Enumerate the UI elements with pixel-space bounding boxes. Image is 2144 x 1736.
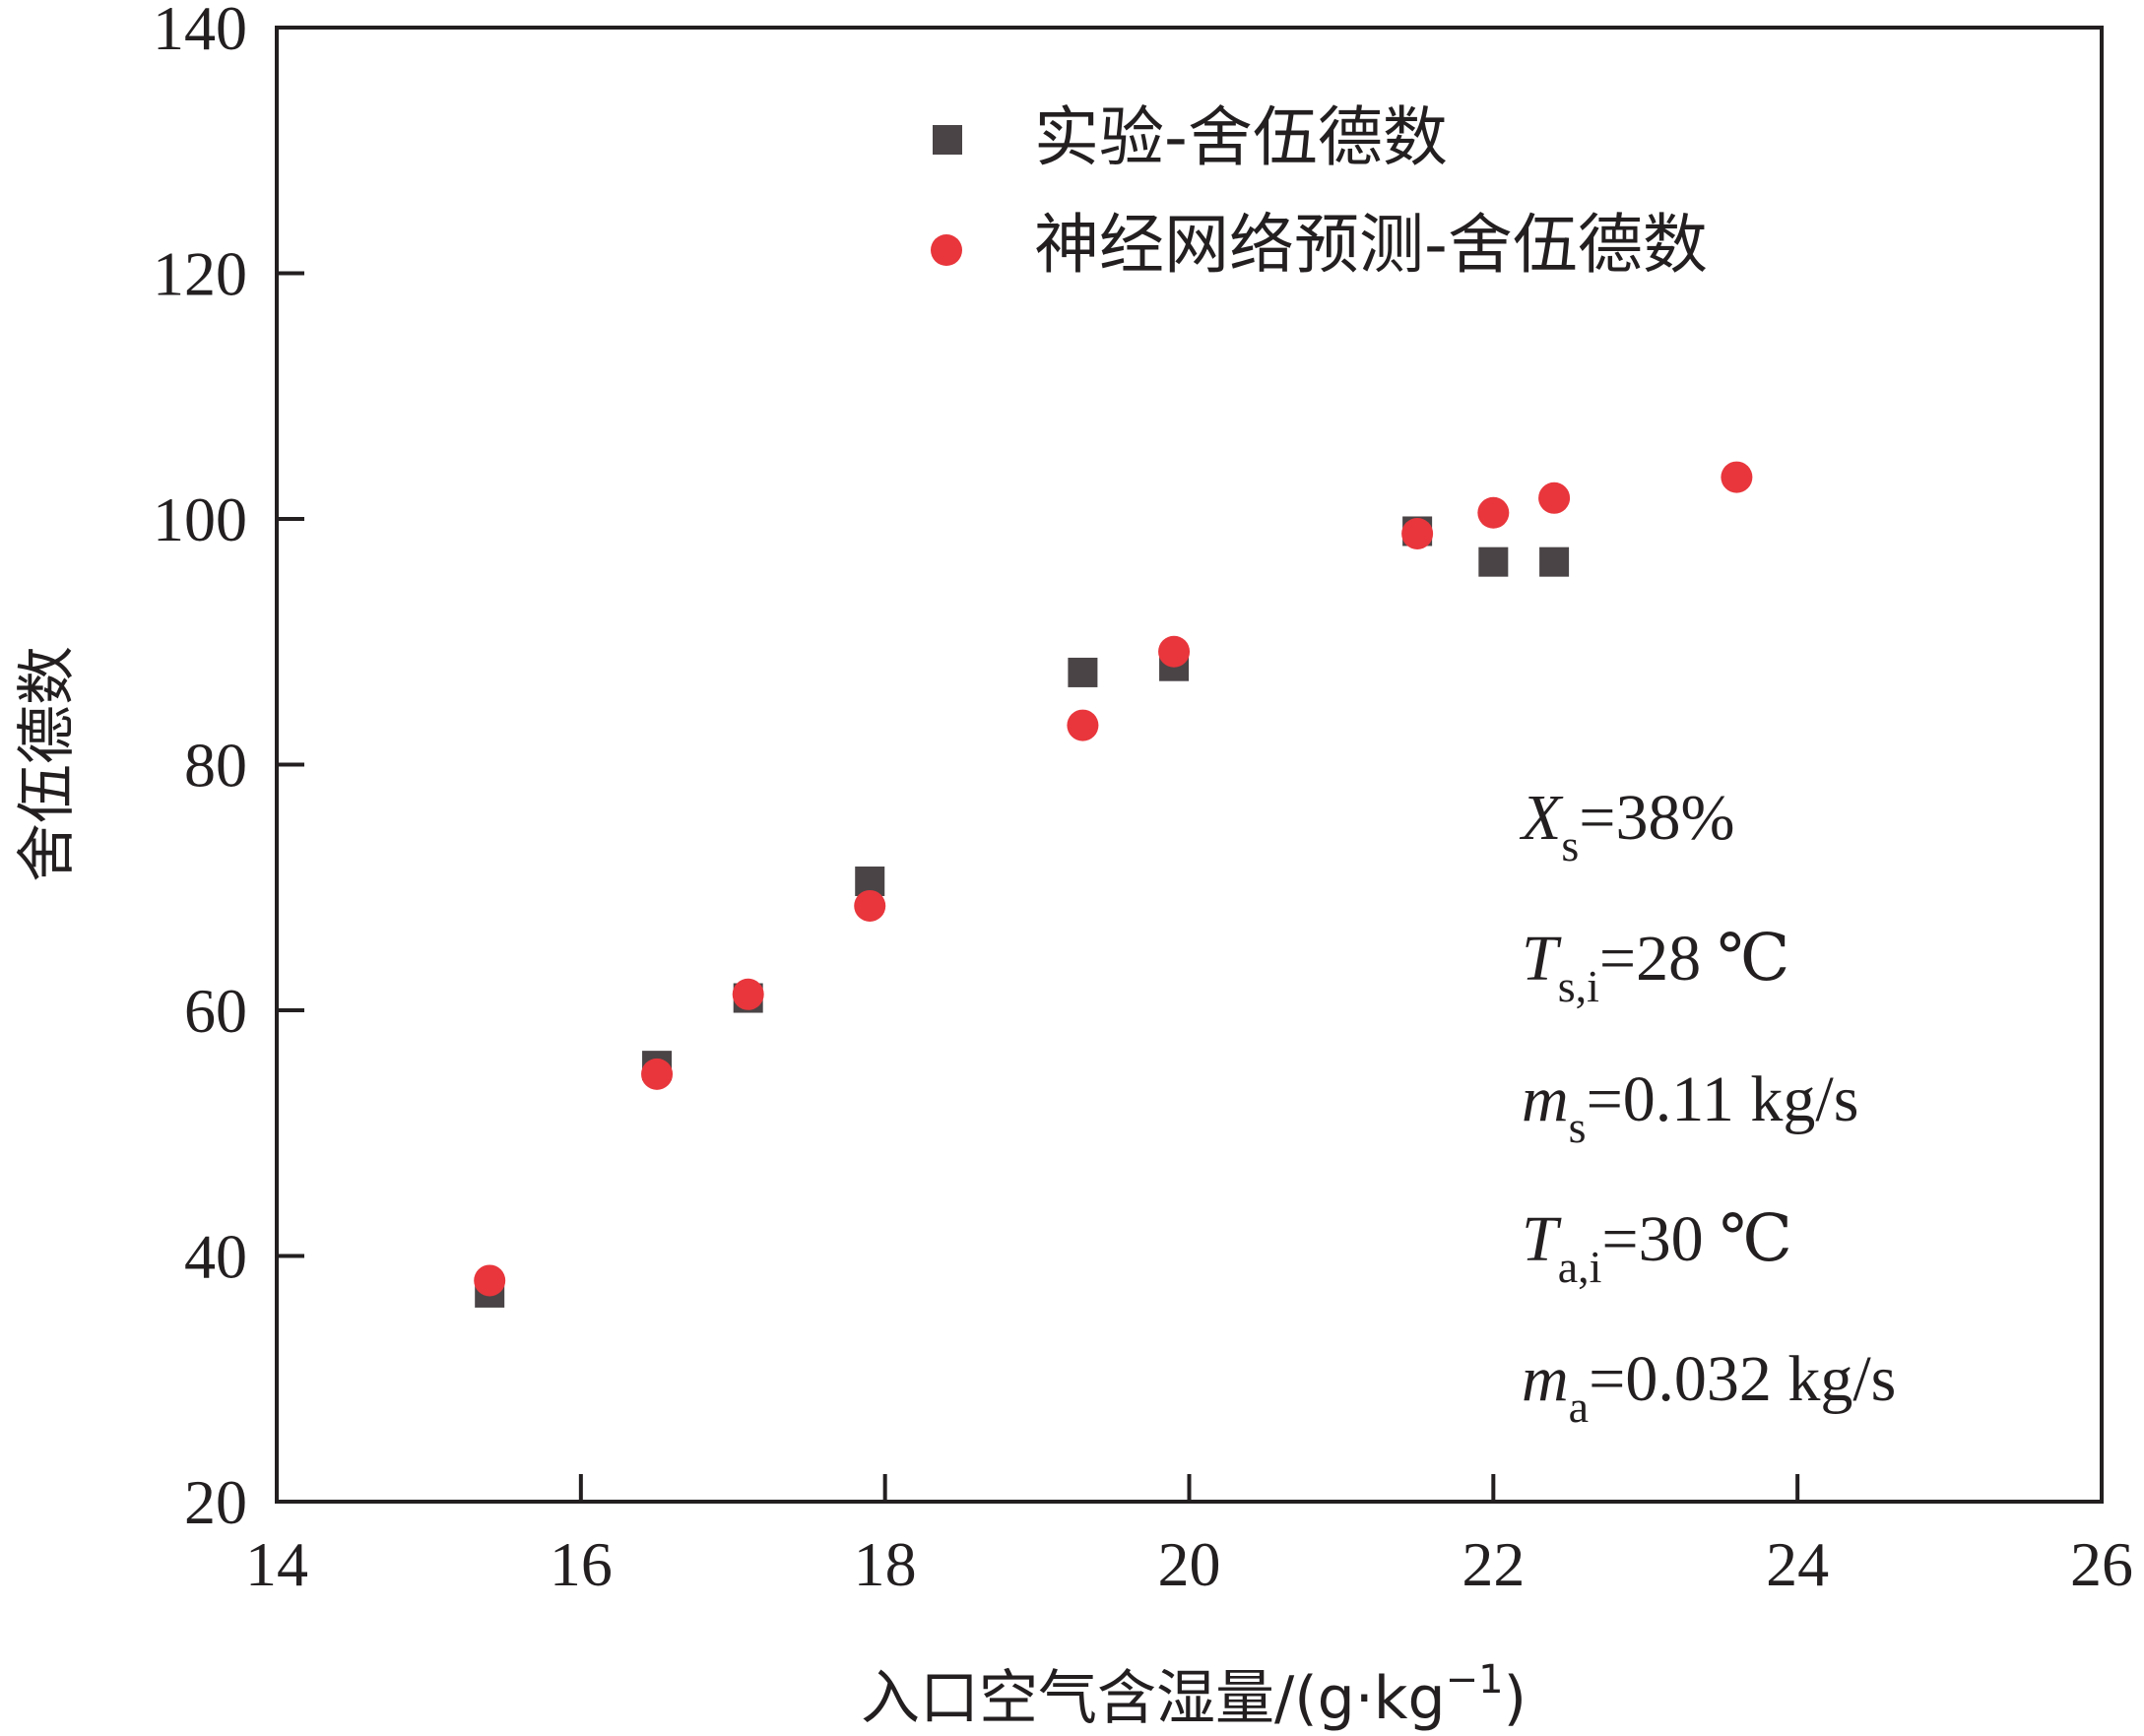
legend-label-prediction: 神经网络预测-舍伍德数 [1034,207,1708,283]
experiment-point-7 [1478,547,1509,577]
y-tick-label-6: 140 [153,0,247,63]
prediction-point-4 [1067,709,1099,741]
x-tick-label-3: 20 [1158,1529,1221,1599]
x-axis-title: 入口空气含湿量/(g·kg−1) [861,1657,1527,1733]
prediction-point-5 [1158,635,1191,668]
legend-marker-experiment [933,125,962,155]
prediction-point-8 [1538,482,1571,514]
param-tsi: Ts,i=28 ℃ [1522,923,1789,1011]
x-tick-label-6: 26 [2070,1529,2133,1599]
legend-marker-prediction [931,234,962,266]
param-tai: Ta,i=30 ℃ [1522,1203,1792,1292]
x-tick-label-4: 22 [1462,1529,1525,1599]
y-tick-label-5: 120 [153,239,247,309]
experiment-point-4 [1068,657,1098,687]
y-axis-title: 舍伍德数 [13,646,82,882]
prediction-point-6 [1401,517,1434,549]
prediction-point-7 [1477,496,1510,529]
y-tick-label-1: 40 [184,1222,247,1292]
y-tick-label-3: 80 [184,731,247,801]
plot-frame [275,26,2104,1504]
y-tick-label-4: 100 [153,484,247,554]
data-points [474,461,1753,1308]
prediction-point-3 [854,889,886,922]
prediction-point-9 [1721,461,1753,493]
prediction-point-1 [641,1058,674,1090]
axis-ticks: 14 16 18 20 22 24 26 20 40 60 80 100 120 140 [153,0,2133,1599]
experiment-point-8 [1539,547,1570,577]
legend: 实验-舍伍德数 神经网络预测-舍伍德数 [931,99,1708,283]
y-tick-label-2: 60 [184,976,247,1046]
x-tick-label-1: 16 [550,1529,613,1599]
legend-label-experiment: 实验-舍伍德数 [1034,99,1448,175]
y-tick-label-0: 20 [184,1467,247,1537]
param-ms: ms=0.11 kg/s [1522,1063,1858,1152]
prediction-point-0 [474,1264,506,1297]
parameter-annotations: Xs=38% Ts,i=28 ℃ ms=0.11 kg/s Ta,i=30 ℃ … [1519,782,1896,1432]
prediction-point-2 [732,978,764,1010]
x-tick-label-5: 24 [1766,1529,1829,1599]
x-tick-label-2: 18 [854,1529,917,1599]
param-xs: Xs=38% [1519,782,1734,870]
x-tick-label-0: 14 [245,1529,308,1599]
param-ma: ma=0.032 kg/s [1522,1343,1896,1432]
